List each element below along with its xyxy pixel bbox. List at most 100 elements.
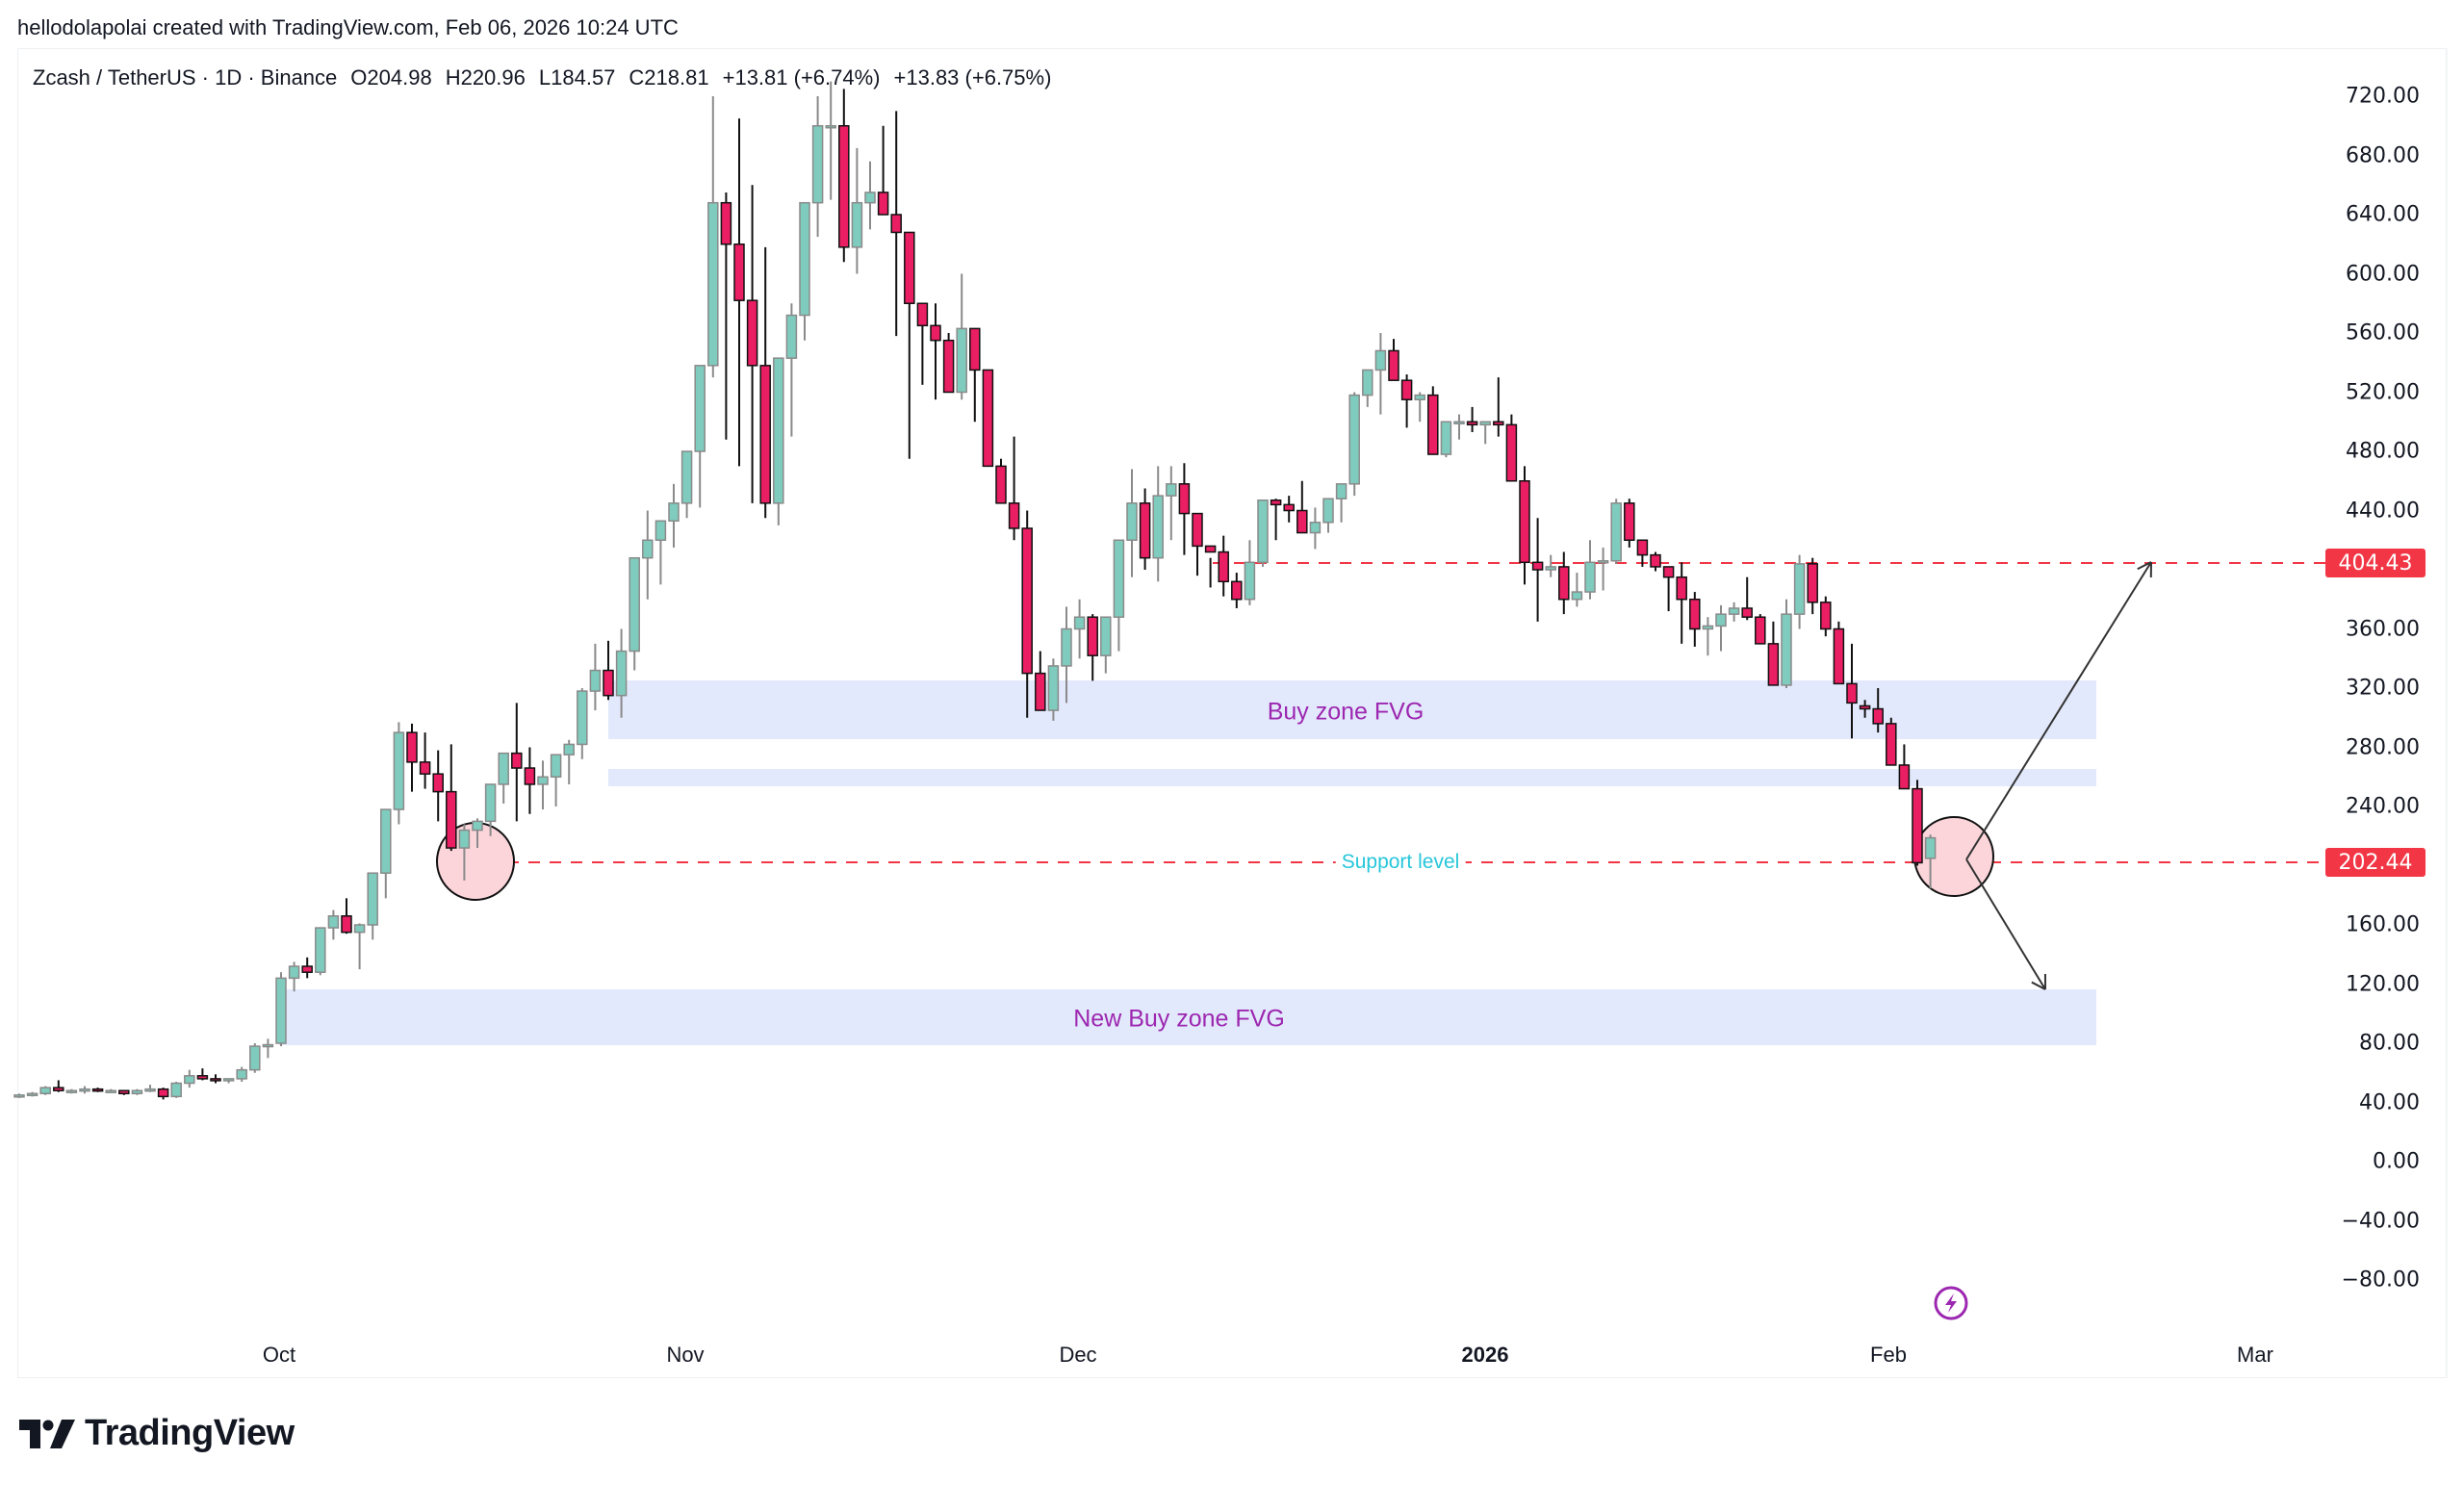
candle[interactable] <box>1035 651 1046 711</box>
candle[interactable] <box>484 783 497 836</box>
candle[interactable] <box>1558 551 1570 615</box>
candle[interactable] <box>1650 551 1661 572</box>
candle[interactable] <box>1440 421 1452 458</box>
lightning-icon[interactable] <box>1934 1286 1968 1320</box>
candle[interactable] <box>53 1080 64 1092</box>
candle[interactable] <box>236 1066 247 1082</box>
candle[interactable] <box>275 972 287 1047</box>
fvg-zone[interactable] <box>279 989 2096 1045</box>
candle[interactable] <box>1427 386 1439 455</box>
candle[interactable] <box>1178 463 1191 555</box>
candle[interactable] <box>1100 616 1112 674</box>
candle[interactable] <box>1073 599 1086 659</box>
symbol-name[interactable]: Zcash / TetherUS · 1D · Binance <box>33 65 338 90</box>
candle[interactable] <box>367 872 378 940</box>
candle[interactable] <box>1087 614 1098 681</box>
candle[interactable] <box>1126 469 1138 577</box>
candle[interactable] <box>26 1091 38 1097</box>
candle[interactable] <box>969 327 981 422</box>
candle[interactable] <box>851 147 863 274</box>
candle[interactable] <box>642 510 654 600</box>
candle[interactable] <box>563 739 575 784</box>
candle[interactable] <box>262 1038 274 1059</box>
candle[interactable] <box>1872 688 1884 733</box>
candle[interactable] <box>785 303 798 437</box>
candle[interactable] <box>315 927 326 976</box>
candle[interactable] <box>1531 518 1544 622</box>
candle[interactable] <box>1047 658 1060 721</box>
candle[interactable] <box>1479 421 1491 445</box>
candle[interactable] <box>838 89 850 263</box>
candle[interactable] <box>1466 406 1478 433</box>
candle[interactable] <box>1362 369 1373 407</box>
candle[interactable] <box>1374 333 1387 415</box>
candle[interactable] <box>157 1088 169 1100</box>
candle[interactable] <box>1886 717 1897 766</box>
candle[interactable] <box>1061 606 1072 704</box>
candle[interactable] <box>904 231 915 459</box>
candle[interactable] <box>65 1088 78 1094</box>
candle[interactable] <box>890 111 902 337</box>
candle[interactable] <box>1662 566 1675 612</box>
candle[interactable] <box>811 96 824 238</box>
candle[interactable] <box>1833 621 1845 685</box>
candle[interactable] <box>629 556 640 671</box>
candle[interactable] <box>799 201 810 341</box>
candle[interactable] <box>707 96 719 378</box>
candle[interactable] <box>1793 554 1806 629</box>
candle[interactable] <box>720 192 732 440</box>
candle[interactable] <box>524 747 536 814</box>
candle[interactable] <box>446 744 457 852</box>
projection-arrow[interactable] <box>1965 561 2152 860</box>
candle[interactable] <box>91 1088 104 1092</box>
candle[interactable] <box>1519 466 1530 585</box>
candle[interactable] <box>1113 539 1125 652</box>
candle[interactable] <box>1244 540 1256 605</box>
candle[interactable] <box>131 1088 143 1095</box>
candle[interactable] <box>1689 592 1701 647</box>
candle[interactable] <box>1322 498 1334 533</box>
candle[interactable] <box>144 1085 156 1092</box>
candle[interactable] <box>13 1093 25 1098</box>
candle[interactable] <box>184 1069 195 1088</box>
candle[interactable] <box>864 161 876 230</box>
tradingview-logo[interactable]: TradingView <box>19 1413 295 1454</box>
candle[interactable] <box>1192 512 1203 576</box>
candle[interactable] <box>1859 700 1871 718</box>
candle[interactable] <box>1571 573 1583 607</box>
projection-arrow[interactable] <box>1965 858 2046 990</box>
candle[interactable] <box>615 628 628 718</box>
candle[interactable] <box>170 1081 182 1098</box>
candle[interactable] <box>1348 392 1360 497</box>
candle[interactable] <box>1898 744 1911 790</box>
candle[interactable] <box>603 640 614 701</box>
candle[interactable] <box>39 1086 51 1095</box>
candle[interactable] <box>1296 480 1308 534</box>
candle[interactable] <box>419 732 431 789</box>
candle[interactable] <box>995 458 1007 504</box>
candle[interactable] <box>432 750 444 822</box>
candle[interactable] <box>458 824 471 881</box>
candle[interactable] <box>1139 488 1151 570</box>
candle[interactable] <box>1231 573 1243 608</box>
candle[interactable] <box>1807 557 1818 615</box>
candle[interactable] <box>537 760 549 810</box>
candle[interactable] <box>589 643 602 711</box>
candle[interactable] <box>1846 643 1858 739</box>
candle[interactable] <box>511 703 523 822</box>
candle[interactable] <box>1597 547 1609 591</box>
candle[interactable] <box>1257 499 1269 567</box>
candle[interactable] <box>1505 414 1518 482</box>
candle[interactable] <box>118 1089 130 1095</box>
candle[interactable] <box>1335 483 1348 523</box>
candle[interactable] <box>956 273 967 400</box>
candle[interactable] <box>1152 466 1164 582</box>
candle[interactable] <box>1676 562 1687 644</box>
candle[interactable] <box>1218 535 1229 597</box>
candle[interactable] <box>222 1078 235 1084</box>
candle[interactable] <box>1767 621 1780 686</box>
candle[interactable] <box>942 333 955 394</box>
candle[interactable] <box>746 185 758 503</box>
candle[interactable] <box>1610 499 1622 564</box>
candle[interactable] <box>498 752 509 804</box>
